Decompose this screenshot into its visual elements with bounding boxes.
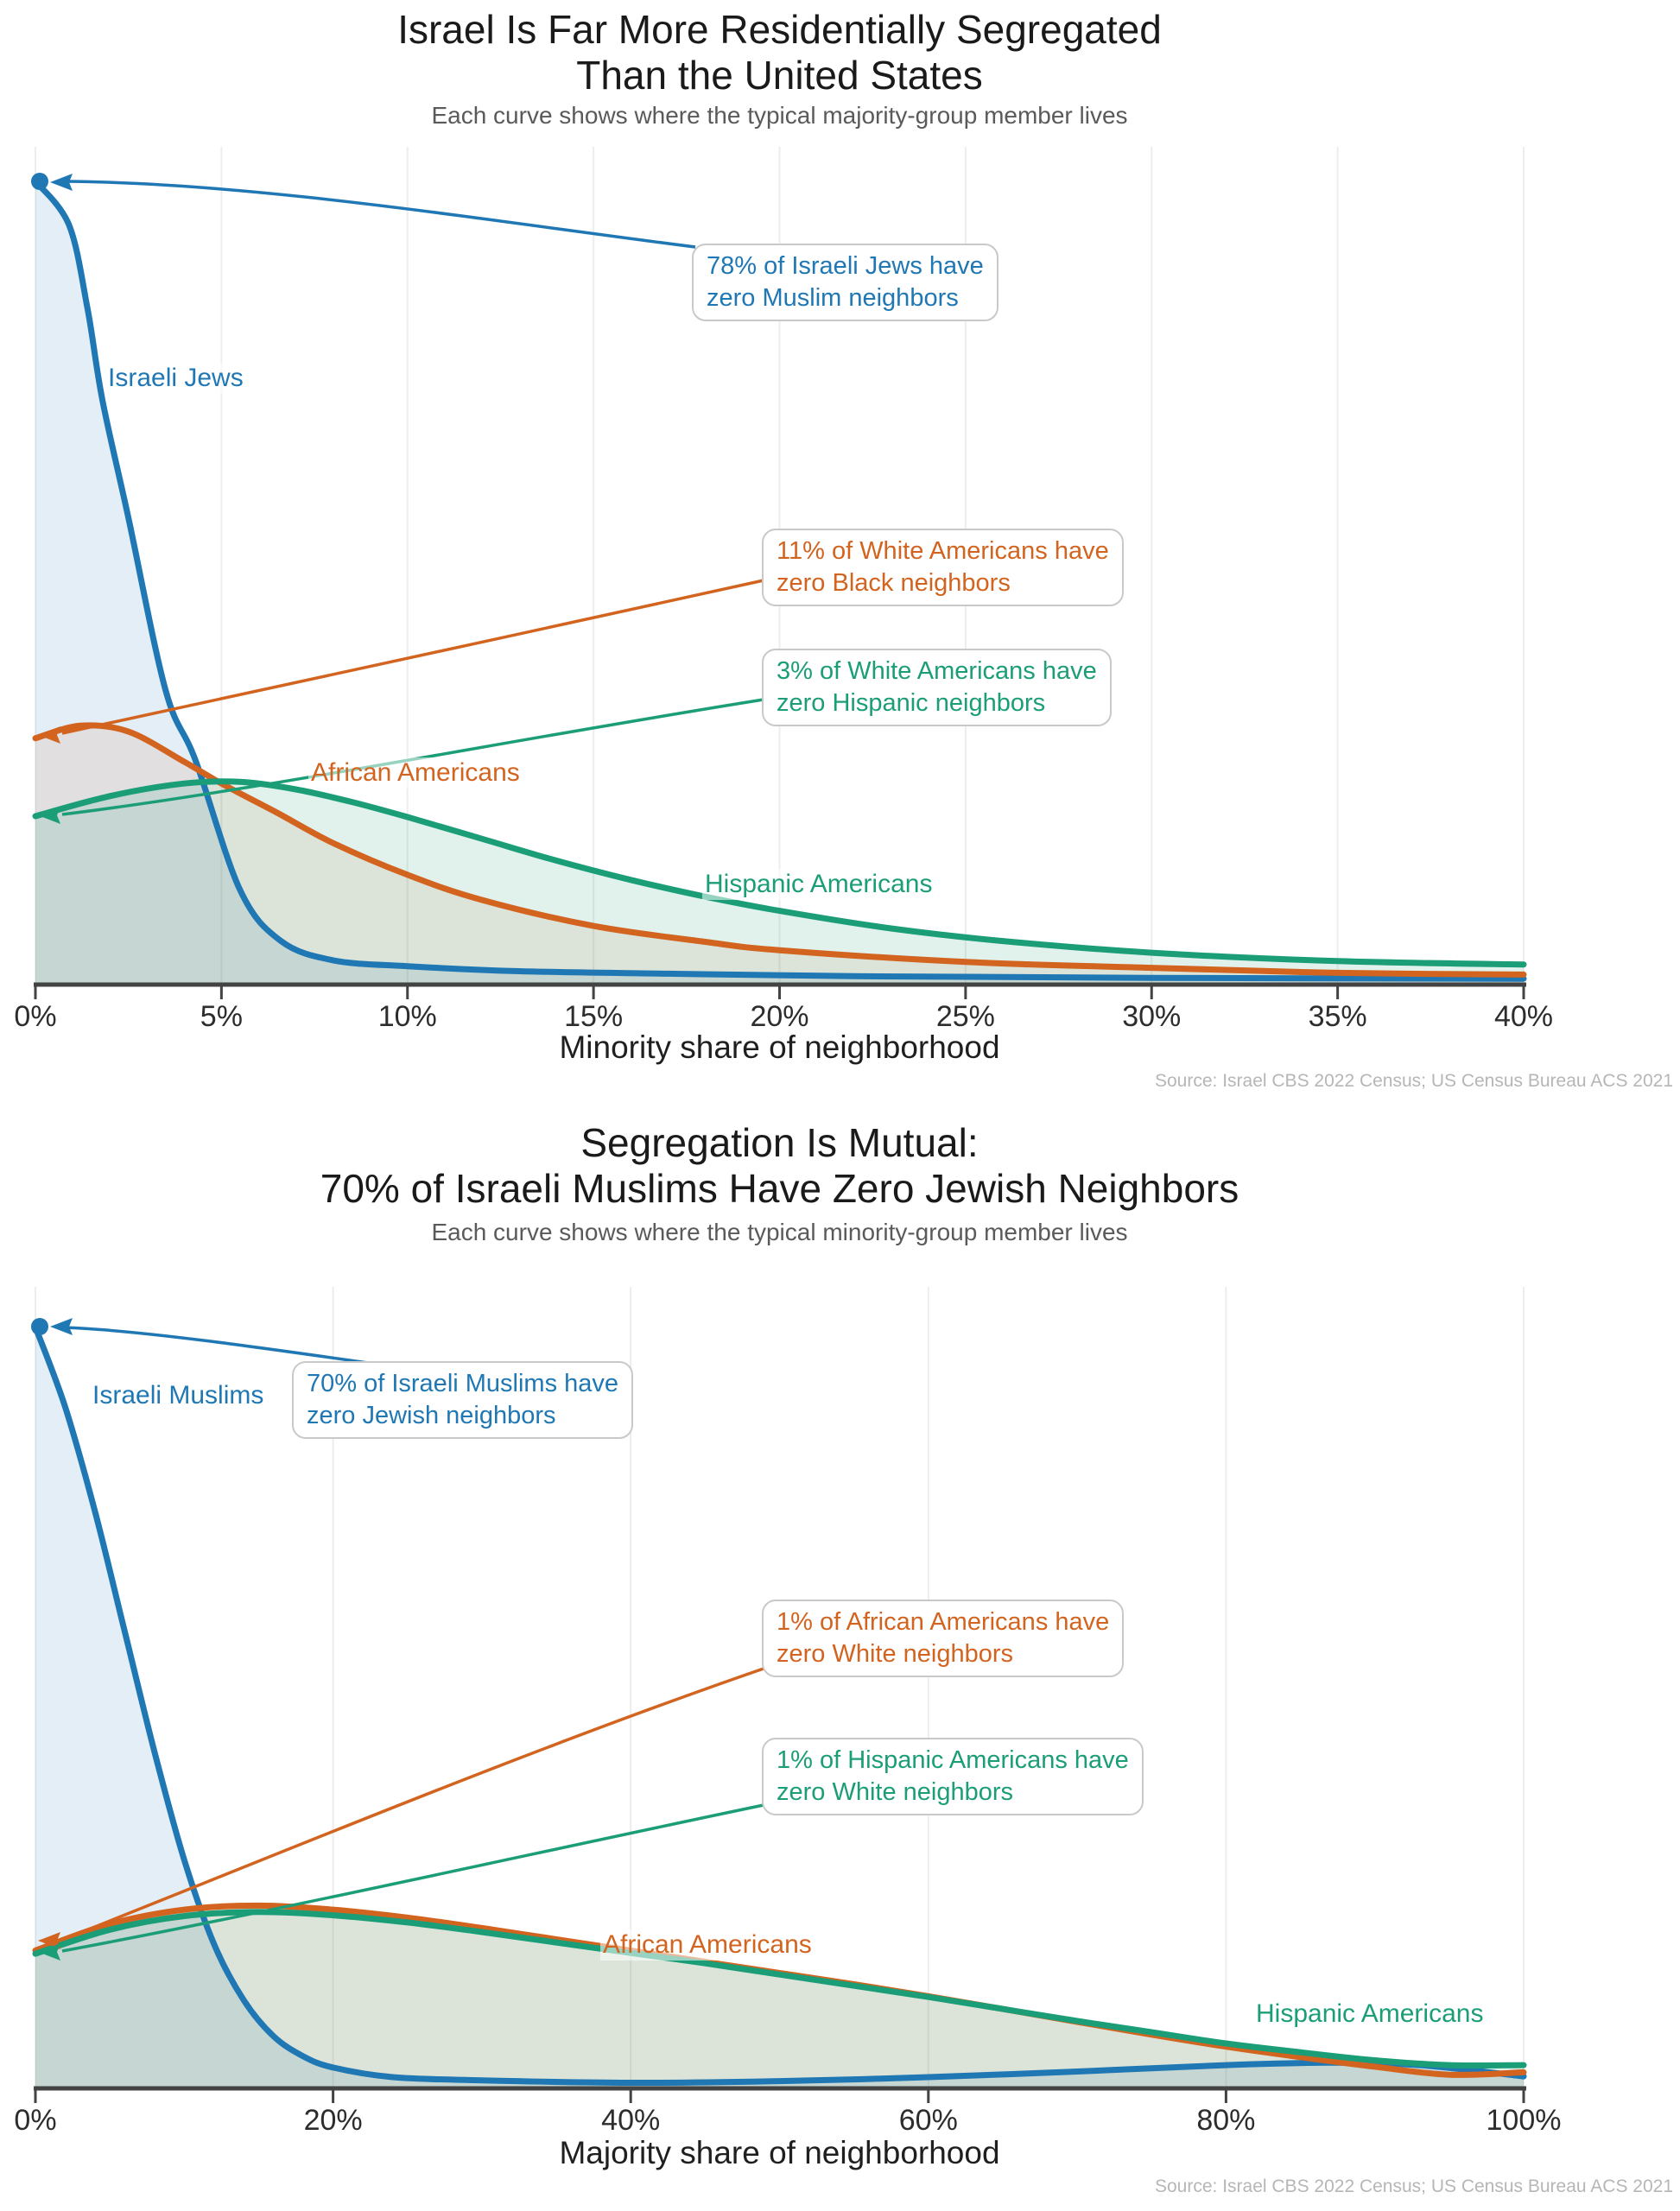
chart2-title: Segregation Is Mutual: 70% of Israeli Mu…	[35, 1120, 1524, 1212]
x-tick-label: 20%	[304, 2104, 363, 2137]
chart1-x-axis-title: Minority share of neighborhood	[559, 1029, 1000, 1065]
series-label-hispanic-americans-1: Hispanic Americans	[702, 869, 935, 900]
arrowhead-hispanic-americans-1-icon	[38, 807, 60, 824]
annotation-hispanic-white-line1: 1% of Hispanic Americans have	[777, 1746, 1129, 1774]
chart2-x-axis-title: Majority share of neighborhood	[559, 2135, 1000, 2170]
curve-fill-african-americans	[35, 725, 1524, 985]
curve-fill-israeli-jews	[35, 181, 1524, 985]
annotation-black-white-line2: zero White neighbors	[777, 1640, 1014, 1668]
arrowhead-african-americans-2-icon	[38, 1932, 60, 1949]
curve-fill-hispanic-americans	[35, 781, 1524, 985]
annotation-black-white: 1% of African Americans have zero White …	[762, 1600, 1125, 1677]
x-tick-label: 30%	[1122, 1000, 1181, 1033]
leader-line-african-americans-2	[61, 1667, 764, 1942]
arrowhead-hispanic-americans-2-icon	[38, 1943, 60, 1961]
curve-african-americans	[32, 722, 1527, 978]
annotation-white-hispanic-line1: 3% of White Americans have	[777, 657, 1097, 685]
x-tick-label: 15%	[564, 1000, 623, 1033]
series-label-hispanic-americans-2: Hispanic Americans	[1253, 1999, 1487, 2030]
x-tick-label: 5%	[200, 1000, 243, 1033]
series-label-israeli-jews: Israeli Jews	[105, 363, 246, 394]
annotation-white-hispanic-line2: zero Hispanic neighbors	[777, 689, 1046, 717]
annotation-israeli-jews: 78% of Israeli Jews have zero Muslim nei…	[692, 244, 998, 321]
curve-start-dot-israeli-jews	[31, 173, 48, 190]
annotation-israeli-jews-line2: zero Muslim neighbors	[707, 284, 959, 312]
curve-israeli-muslims	[32, 1323, 1527, 2087]
chart1-source: Source: Israel CBS 2022 Census; US Censu…	[1155, 1071, 1673, 1091]
curve-hispanic-americans	[32, 778, 1527, 968]
annotation-white-black-line1: 11% of White Americans have	[777, 537, 1109, 565]
chart2-plot-area: 0% 20% 40% 60% 80% 100%	[14, 1287, 1561, 2137]
annotation-white-black-line2: zero Black neighbors	[777, 569, 1011, 597]
x-tick-label: 40%	[601, 2104, 660, 2137]
x-tick-label: 80%	[1196, 2104, 1255, 2137]
annotation-hispanic-white-line2: zero White neighbors	[777, 1778, 1014, 1806]
chart1-title: Israel Is Far More Residentially Segrega…	[35, 7, 1524, 98]
curve-fill-african-americans	[35, 1905, 1524, 2088]
chart2-title-line2: 70% of Israeli Muslims Have Zero Jewish …	[320, 1166, 1239, 1211]
series-label-african-americans-1: African Americans	[308, 757, 523, 789]
annotation-israeli-muslims-line2: zero Jewish neighbors	[307, 1402, 556, 1429]
curve-fill-hispanic-americans	[35, 1911, 1524, 2088]
x-tick-label: 20%	[750, 1000, 808, 1033]
chart2-subtitle: Each curve shows where the typical minor…	[431, 1219, 1128, 1245]
leader-line-israeli-jews	[65, 180, 696, 249]
x-tick-label: 40%	[1494, 1000, 1553, 1033]
annotation-hispanic-white: 1% of Hispanic Americans have zero White…	[762, 1738, 1144, 1815]
annotation-israeli-muslims: 70% of Israeli Muslims have zero Jewish …	[292, 1361, 634, 1439]
annotation-israeli-muslims-line1: 70% of Israeli Muslims have	[307, 1370, 619, 1397]
leader-line-hispanic-americans-2	[61, 1803, 764, 1953]
leader-line-african-americans-1	[61, 579, 764, 735]
chart1-plot-area: 0% 5% 10% 15% 20% 25% 30% 35% 40%	[14, 147, 1553, 1033]
chart2-title-line1: Segregation Is Mutual:	[580, 1120, 979, 1165]
x-tick-label: 35%	[1309, 1000, 1367, 1033]
annotation-white-black: 11% of White Americans have zero Black n…	[762, 529, 1124, 606]
annotation-israeli-jews-line1: 78% of Israeli Jews have	[707, 252, 984, 280]
chart2-source: Source: Israel CBS 2022 Census; US Censu…	[1155, 2176, 1673, 2196]
chart1-title-line2: Than the United States	[576, 53, 983, 98]
x-tick-label: 25%	[936, 1000, 995, 1033]
series-label-african-americans-2: African Americans	[600, 1929, 815, 1961]
series-label-israeli-muslims: Israeli Muslims	[90, 1380, 267, 1411]
x-tick-label: 60%	[899, 2104, 958, 2137]
curve-fill-israeli-muslims	[35, 1327, 1524, 2088]
curve-israeli-jews	[32, 178, 1527, 982]
chart1-title-line1: Israel Is Far More Residentially Segrega…	[397, 7, 1162, 52]
arrowhead-african-americans-1-icon	[38, 726, 60, 744]
x-tick-label: 100%	[1487, 2104, 1562, 2137]
curve-hispanic-americans	[32, 1909, 1527, 2068]
annotation-white-hispanic: 3% of White Americans have zero Hispanic…	[762, 649, 1112, 726]
x-tick-label: 10%	[378, 1000, 437, 1033]
x-tick-label: 0%	[14, 1000, 56, 1033]
curve-start-dot-israeli-muslims	[31, 1318, 48, 1335]
chart1-subtitle: Each curve shows where the typical major…	[431, 102, 1128, 129]
leader-line-israeli-muslims	[63, 1326, 381, 1366]
annotation-black-white-line1: 1% of African Americans have	[777, 1608, 1110, 1636]
x-tick-label: 0%	[14, 2104, 56, 2137]
arrowhead-israeli-muslims-icon	[50, 1318, 73, 1335]
arrowhead-israeli-jews-icon	[50, 174, 73, 191]
